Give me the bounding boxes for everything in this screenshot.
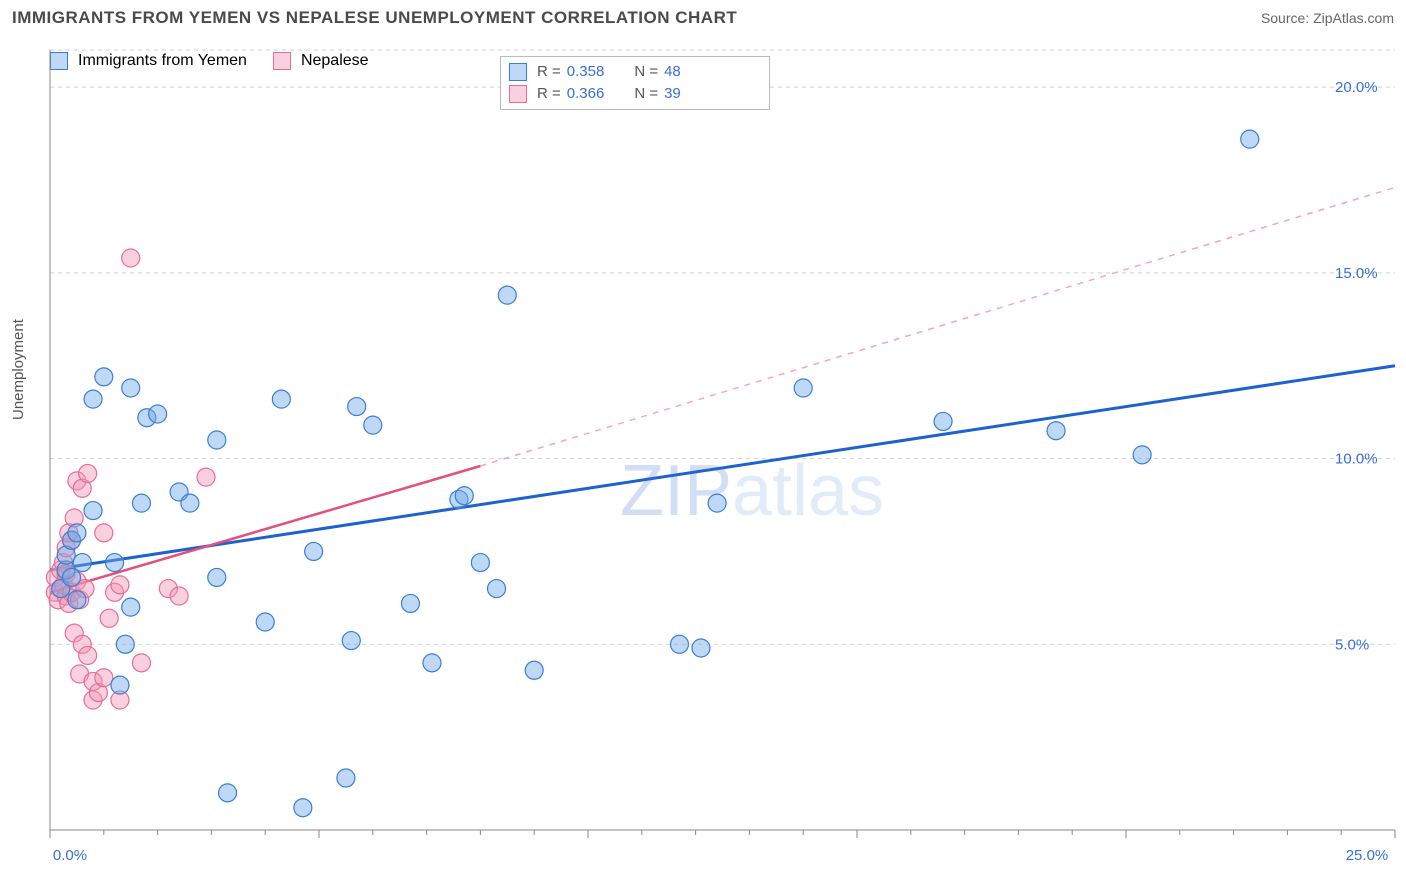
data-point-blue	[95, 368, 113, 386]
data-point-pink	[79, 646, 97, 664]
data-point-blue	[122, 598, 140, 616]
legend-row-blue: R = 0.358 N = 48	[509, 61, 761, 83]
data-point-blue	[116, 635, 134, 653]
y-axis-label: Unemployment	[10, 319, 27, 420]
y-tick-label: 5.0%	[1335, 636, 1369, 653]
data-point-blue	[122, 379, 140, 397]
data-point-blue	[488, 580, 506, 598]
legend-row-pink: R = 0.366 N = 39	[509, 83, 761, 105]
data-point-blue	[471, 554, 489, 572]
data-point-blue	[132, 494, 150, 512]
data-point-pink	[100, 609, 118, 627]
data-point-blue	[455, 487, 473, 505]
data-point-blue	[208, 431, 226, 449]
data-point-blue	[525, 661, 543, 679]
data-point-blue	[84, 502, 102, 520]
data-point-blue	[1133, 446, 1151, 464]
data-point-blue	[294, 799, 312, 817]
y-tick-label: 20.0%	[1335, 79, 1378, 96]
plot-area: 0.0%25.0% 5.0%10.0%15.0%20.0% R = 0.358 …	[50, 50, 1395, 830]
chart-title: IMMIGRANTS FROM YEMEN VS NEPALESE UNEMPL…	[12, 8, 737, 28]
data-point-blue	[337, 769, 355, 787]
x-tick-label: 0.0%	[53, 847, 87, 864]
legend-stats: R = 0.358 N = 48 R = 0.366 N = 39	[500, 56, 770, 110]
data-point-blue	[84, 390, 102, 408]
data-point-blue	[934, 412, 952, 430]
data-point-pink	[79, 464, 97, 482]
data-point-pink	[122, 249, 140, 267]
data-point-blue	[342, 632, 360, 650]
data-point-pink	[170, 587, 188, 605]
source-attribution: Source: ZipAtlas.com	[1261, 10, 1394, 26]
data-point-blue	[256, 613, 274, 631]
data-point-blue	[106, 554, 124, 572]
data-point-blue	[401, 594, 419, 612]
x-tick-label: 25.0%	[1346, 847, 1389, 864]
data-point-blue	[1241, 130, 1259, 148]
header: IMMIGRANTS FROM YEMEN VS NEPALESE UNEMPL…	[0, 0, 1406, 32]
data-point-blue	[498, 286, 516, 304]
y-tick-label: 15.0%	[1335, 265, 1378, 282]
data-point-blue	[63, 568, 81, 586]
trendline-pink	[50, 466, 480, 592]
data-point-blue	[208, 568, 226, 586]
data-point-pink	[132, 654, 150, 672]
y-tick-label: 10.0%	[1335, 451, 1378, 468]
data-point-blue	[111, 676, 129, 694]
data-point-blue	[68, 524, 86, 542]
data-point-blue	[305, 542, 323, 560]
data-point-pink	[95, 524, 113, 542]
scatter-chart: 0.0%25.0% 5.0%10.0%15.0%20.0%	[50, 50, 1395, 830]
trendline-blue	[50, 366, 1395, 570]
data-point-blue	[73, 554, 91, 572]
data-point-blue	[670, 635, 688, 653]
data-point-blue	[364, 416, 382, 434]
swatch-blue	[509, 63, 527, 81]
data-point-blue	[423, 654, 441, 672]
data-point-blue	[348, 398, 366, 416]
data-point-blue	[692, 639, 710, 657]
swatch-pink	[509, 85, 527, 103]
data-point-blue	[272, 390, 290, 408]
data-point-blue	[794, 379, 812, 397]
data-point-blue	[1047, 422, 1065, 440]
data-point-pink	[197, 468, 215, 486]
data-point-blue	[149, 405, 167, 423]
data-point-blue	[68, 591, 86, 609]
data-point-pink	[95, 669, 113, 687]
data-point-pink	[111, 576, 129, 594]
data-point-blue	[181, 494, 199, 512]
data-point-blue	[219, 784, 237, 802]
data-point-blue	[708, 494, 726, 512]
